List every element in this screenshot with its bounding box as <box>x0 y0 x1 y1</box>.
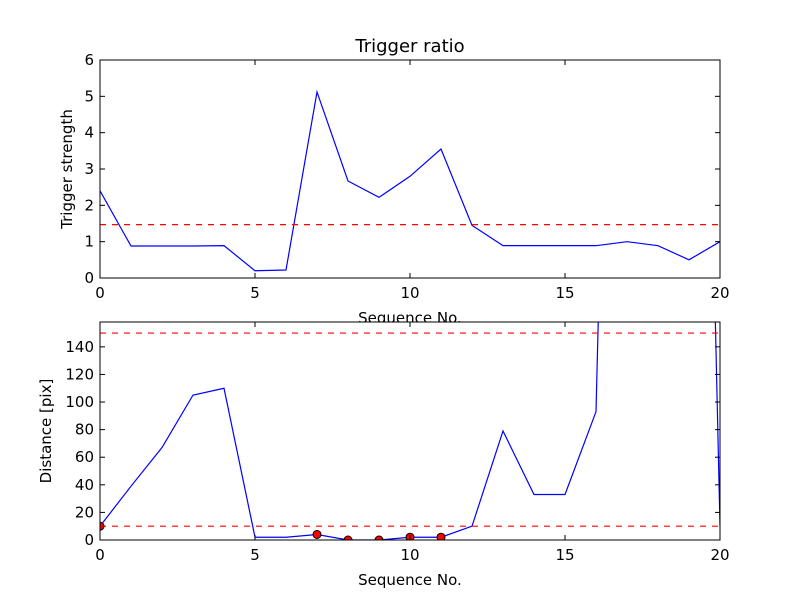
chart-0-x-tick-label: 5 <box>250 284 260 302</box>
chart-0-y-tick-label: 5 <box>84 87 94 105</box>
chart-0-title: Trigger ratio <box>354 36 464 57</box>
chart-1-y-tick-label: 80 <box>75 421 94 439</box>
chart-1-y-tick-label: 140 <box>65 338 94 356</box>
chart-0-y-tick-label: 1 <box>84 233 94 251</box>
chart-1-x-tick-label: 15 <box>555 546 574 564</box>
chart-0-x-tick-label: 0 <box>95 284 105 302</box>
chart-1-y-tick-label: 40 <box>75 476 94 494</box>
chart-0-y-axis-label: Trigger strength <box>58 109 76 230</box>
chart-0-series-group <box>100 89 720 272</box>
chart-1-x-axis-label: Sequence No. <box>358 571 462 589</box>
chart-1-marker-point <box>343 535 353 540</box>
chart-1-marker-point <box>100 521 105 531</box>
chart-1-marker-point <box>374 535 384 540</box>
chart-0-y-tick-label: 3 <box>84 160 94 178</box>
chart-1-y-axis-label: Distance [pix] <box>37 379 55 484</box>
chart-0-y-tick-label: 6 <box>84 51 94 69</box>
chart-0-x-tick-label: 20 <box>710 284 729 302</box>
chart-1-plot-area <box>100 322 720 540</box>
chart-1-x-tick-label: 10 <box>400 546 419 564</box>
chart-0-series-line <box>100 89 720 272</box>
chart-1-marker-point <box>312 529 322 539</box>
chart-1-x-tick-label: 20 <box>710 546 729 564</box>
chart-1-x-tick-label: 5 <box>250 546 260 564</box>
chart-0-y-tick-label: 2 <box>84 196 94 214</box>
chart-0-y-tick-label: 0 <box>84 269 94 287</box>
chart-1-y-tick-label: 20 <box>75 503 94 521</box>
chart-0-x-tick-label: 10 <box>400 284 419 302</box>
chart-1-marker-point <box>436 532 446 540</box>
chart-1-y-tick-label: 60 <box>75 448 94 466</box>
chart-0-x-tick-label: 15 <box>555 284 574 302</box>
chart-1-y-tick-label: 0 <box>84 531 94 549</box>
chart-1-y-tick-label: 120 <box>65 365 94 383</box>
chart-1-x-tick-label: 0 <box>95 546 105 564</box>
chart-0-plot-area <box>100 60 720 278</box>
chart-1-y-tick-label: 100 <box>65 393 94 411</box>
chart-0-y-tick-label: 4 <box>84 124 94 142</box>
chart-1: 0 5 10 15 20 0 20 40 60 80 100 120 140 Sequence No. Di… <box>37 321 730 589</box>
